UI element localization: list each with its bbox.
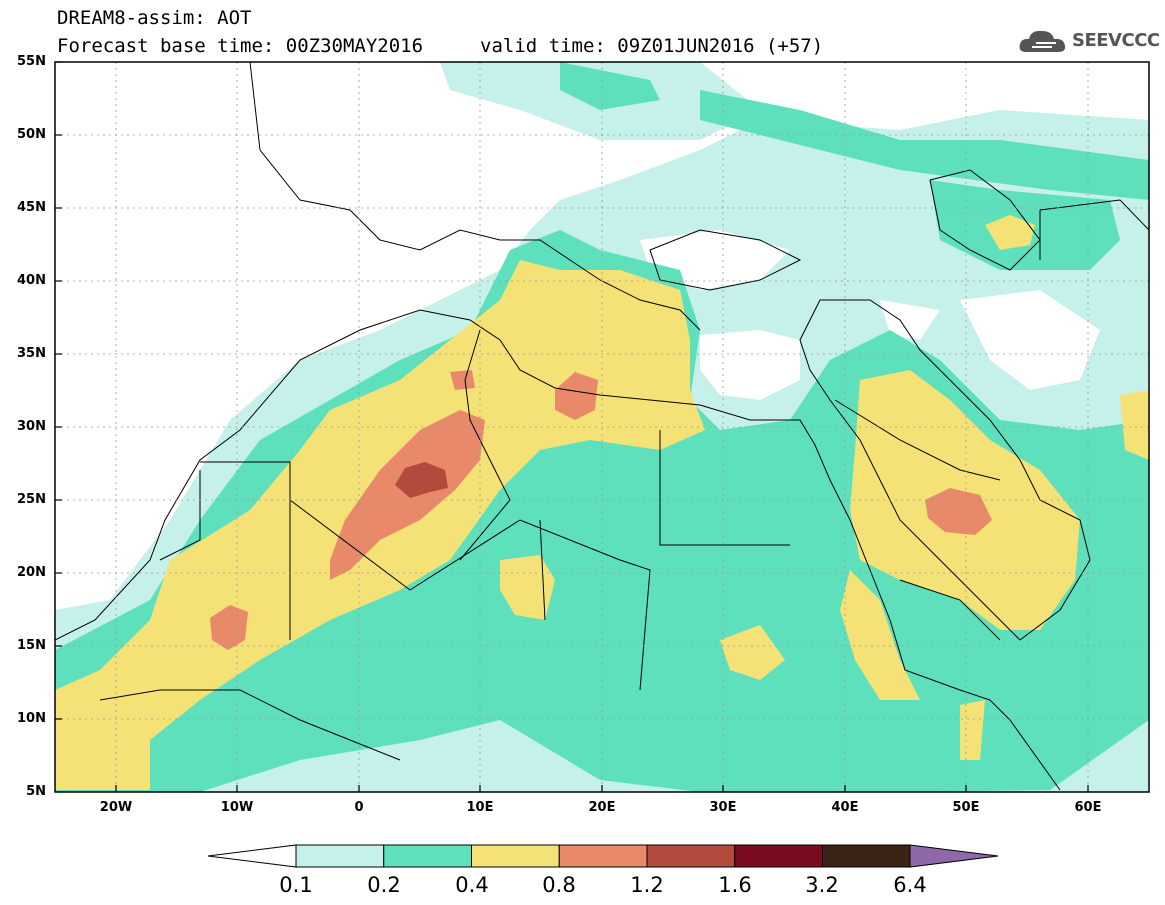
lon-label: 40E [831,800,859,815]
lon-label: 50E [952,800,980,815]
colorbar-swatch [646,844,736,868]
graticule [55,62,1149,792]
lat-label: 40N [17,273,46,288]
map-title: DREAM8-assim: AOT [57,7,252,29]
lat-label: 10N [17,711,46,726]
colorbar-label: 0.4 [455,873,489,897]
colorbar-swatch [471,844,560,868]
logo-text: SEEVCCC [1072,30,1160,51]
colorbar-swatch [822,844,911,868]
lat-label: 35N [17,346,46,361]
lon-label: 20E [588,800,616,815]
coastlines [55,62,1149,791]
lon-label: 20W [99,800,133,815]
aot-band-1-2 [395,462,448,498]
colorbar-over-arrow [909,844,999,868]
colorbar-label: 1.2 [630,873,664,897]
lat-label: 30N [17,419,46,434]
lat-label: 5N [26,784,46,799]
colorbar-swatch [558,844,648,868]
colorbar-label: 0.8 [542,873,576,897]
lat-label: 50N [17,127,46,142]
lon-label: 30E [709,800,737,815]
axis-ticks [55,61,1089,792]
colorbar [207,844,999,868]
lat-label: 25N [17,492,46,507]
forecast-base-time: Forecast base time: 00Z30MAY2016 [57,35,424,57]
lat-label: 20N [17,565,46,580]
colorbar-swatch [383,844,472,868]
lat-label: 45N [17,200,46,215]
clear-areas [640,230,1100,400]
colorbar-label: 0.2 [367,873,401,897]
cloud-logo-icon [1019,30,1066,52]
colorbar-label: 0.1 [279,873,313,897]
lat-label: 15N [17,638,46,653]
colorbar-under-arrow [207,844,297,868]
colorbar-label: 3.2 [805,873,839,897]
lon-label: 10W [220,800,254,815]
valid-time: valid time: 09Z01JUN2016 (+57) [480,35,824,57]
lon-label: 60E [1074,800,1102,815]
lat-label: 55N [17,54,46,69]
colorbar-label: 1.6 [718,873,752,897]
seevccc-logo: SEEVCCC [1018,26,1160,56]
colorbar-swatch [295,844,385,868]
colorbar-label: 6.4 [893,873,927,897]
lon-label: 0 [354,800,364,815]
colorbar-swatch [734,844,823,868]
lon-label: 10E [466,800,494,815]
